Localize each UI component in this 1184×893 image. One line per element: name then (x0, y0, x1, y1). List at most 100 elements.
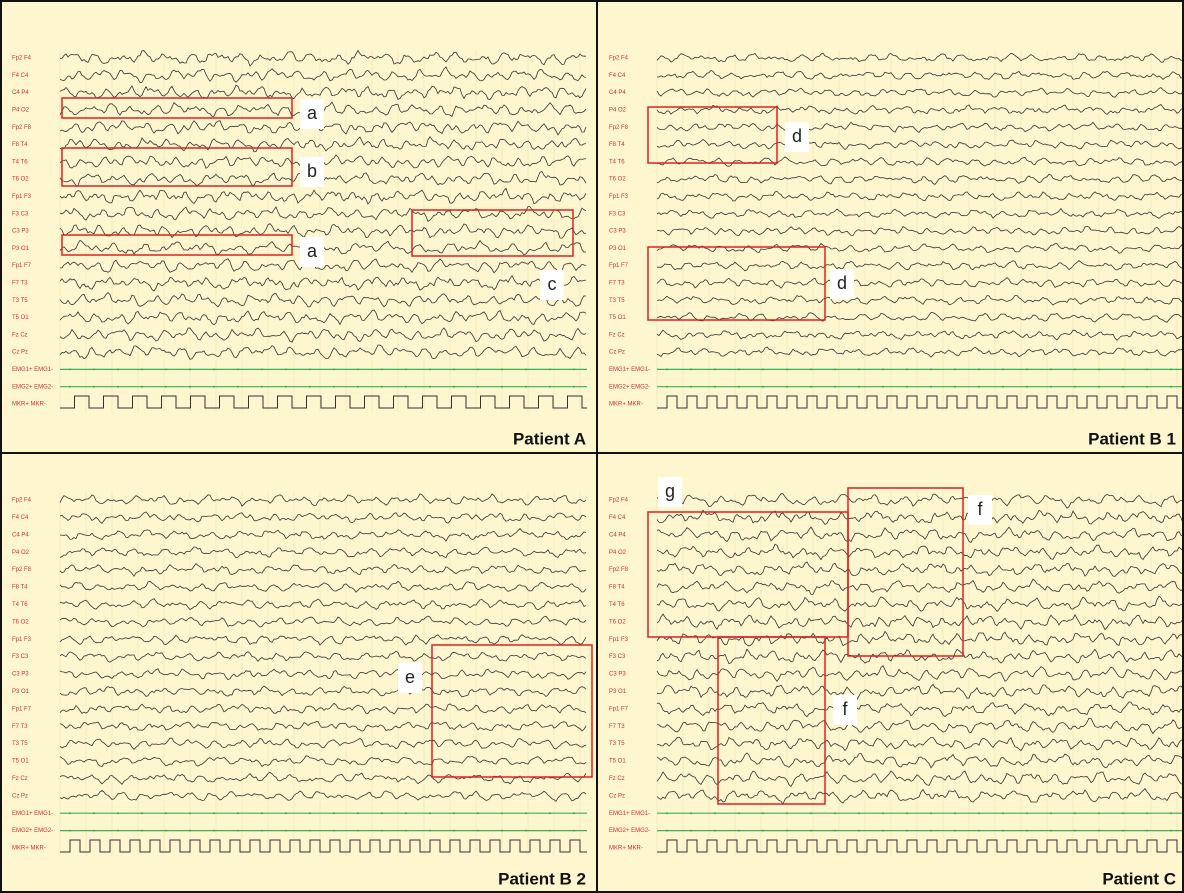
channel-label: T4 T6 (609, 602, 625, 608)
channel-label: F3 C3 (609, 654, 626, 660)
channel-label: F7 T3 (12, 724, 28, 730)
emg-tick (501, 386, 503, 388)
emg-tick (525, 830, 527, 832)
annotation-label: c (548, 274, 557, 294)
emg-tick (285, 368, 287, 370)
emg-tick (1050, 368, 1052, 370)
channel-label: T3 T5 (609, 741, 625, 747)
channel-label: C3 P3 (609, 229, 626, 235)
channel-label: Fp2 F4 (12, 498, 32, 504)
emg-tick (189, 812, 191, 814)
emg-tick (690, 386, 692, 388)
emg-tick (357, 368, 359, 370)
channel-label: Fz Cz (12, 776, 28, 782)
annotation-label: a (307, 103, 318, 123)
channel-label: T3 T5 (609, 298, 625, 304)
channel-label: MKR+ MKR- (12, 402, 46, 408)
channel-label: F8 T4 (609, 585, 625, 591)
emg-tick (429, 812, 431, 814)
emg-tick (453, 386, 455, 388)
emg-tick (453, 812, 455, 814)
channel-label: Fp1 F3 (12, 637, 32, 643)
emg-tick (237, 368, 239, 370)
emg-tick (573, 830, 575, 832)
emg-tick (429, 830, 431, 832)
emg-tick (189, 830, 191, 832)
emg-tick (906, 830, 908, 832)
emg-tick (1122, 812, 1124, 814)
emg-tick (882, 386, 884, 388)
emg-tick (309, 386, 311, 388)
emg-tick (165, 386, 167, 388)
emg-tick (978, 368, 980, 370)
emg-tick (309, 368, 311, 370)
emg-tick (117, 386, 119, 388)
emg-tick (1050, 386, 1052, 388)
emg-tick (978, 830, 980, 832)
emg-tick (165, 830, 167, 832)
channel-label: Fp1 F3 (12, 194, 32, 200)
emg-tick (930, 386, 932, 388)
channel-label: P3 O1 (12, 689, 30, 695)
emg-tick (141, 386, 143, 388)
emg-tick (882, 830, 884, 832)
channel-label: Fp2 F4 (12, 56, 32, 62)
channel-label: EMG1+ EMG1- (12, 367, 53, 373)
emg-tick (549, 830, 551, 832)
emg-tick (1146, 830, 1148, 832)
channel-label: T5 O1 (609, 315, 626, 321)
channel-label: F3 C3 (609, 211, 626, 217)
emg-tick (906, 368, 908, 370)
channel-label: EMG2+ EMG2- (12, 384, 53, 390)
emg-tick (666, 830, 668, 832)
channel-label: Fp2 F8 (12, 125, 32, 131)
annotation-label: d (792, 126, 802, 146)
emg-tick (1170, 386, 1172, 388)
emg-tick (858, 812, 860, 814)
channel-label: C3 P3 (12, 672, 29, 678)
channel-label: C4 P4 (609, 532, 626, 538)
channel-label: EMG1+ EMG1- (609, 367, 650, 373)
emg-tick (954, 812, 956, 814)
emg-tick (834, 386, 836, 388)
channel-label: Fp1 F7 (609, 706, 629, 712)
emg-tick (213, 812, 215, 814)
emg-tick (525, 386, 527, 388)
channel-label: P4 O2 (609, 107, 627, 113)
emg-tick (1170, 368, 1172, 370)
emg-tick (285, 386, 287, 388)
emg-tick (501, 812, 503, 814)
channel-label: P4 O2 (12, 107, 30, 113)
channel-label: T3 T5 (12, 741, 28, 747)
emg-tick (786, 386, 788, 388)
channel-label: Fz Cz (609, 776, 625, 782)
emg-tick (786, 368, 788, 370)
panel-title: Patient C (1102, 869, 1176, 888)
emg-tick (93, 368, 95, 370)
emg-tick (477, 386, 479, 388)
channel-label: F8 T4 (609, 142, 625, 148)
emg-tick (858, 368, 860, 370)
emg-tick (786, 830, 788, 832)
channel-label: Fp2 F8 (609, 567, 629, 573)
emg-tick (906, 386, 908, 388)
channel-label: F3 C3 (12, 654, 29, 660)
emg-tick (810, 368, 812, 370)
emg-tick (1074, 812, 1076, 814)
channel-label: F4 C4 (12, 515, 29, 521)
emg-tick (309, 830, 311, 832)
emg-tick (810, 830, 812, 832)
emg-tick (405, 386, 407, 388)
emg-tick (1146, 386, 1148, 388)
emg-tick (1098, 368, 1100, 370)
emg-tick (1050, 830, 1052, 832)
emg-tick (477, 368, 479, 370)
emg-tick (477, 830, 479, 832)
channel-label: Cz Pz (609, 350, 625, 356)
emg-tick (1170, 830, 1172, 832)
emg-tick (141, 830, 143, 832)
emg-tick (525, 368, 527, 370)
emg-tick (357, 812, 359, 814)
emg-tick (477, 812, 479, 814)
emg-tick (333, 812, 335, 814)
